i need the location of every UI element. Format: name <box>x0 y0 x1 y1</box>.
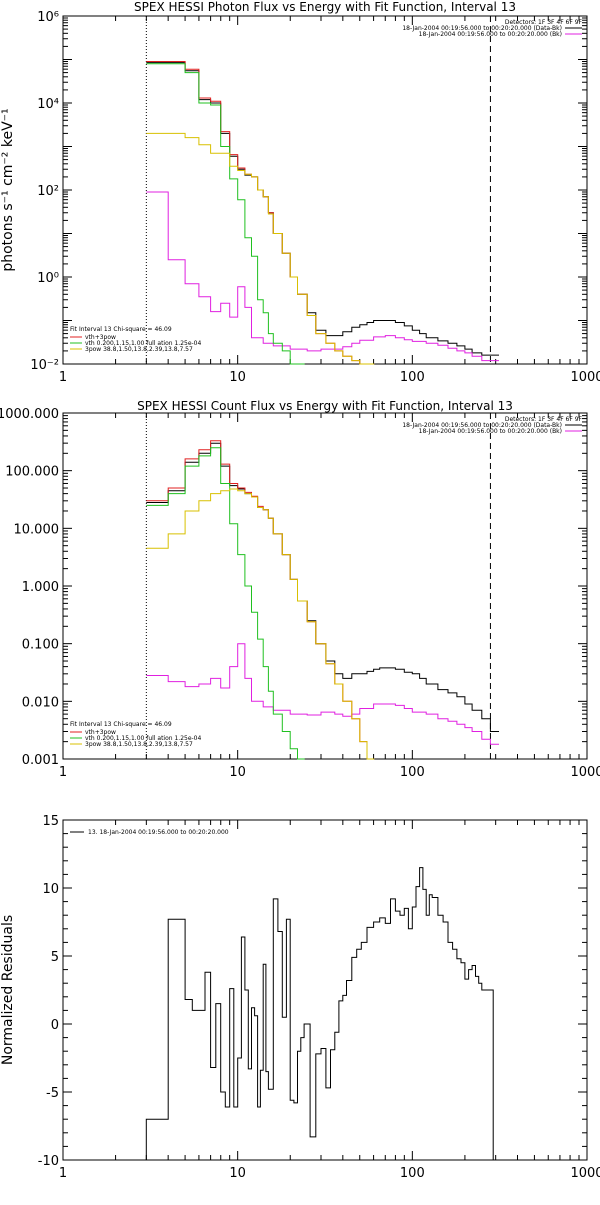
y-tick-label: 0.010 <box>22 695 59 710</box>
x-tick-label: 1000 <box>570 765 600 780</box>
legend-fit-entry: vth 0.200,1.15,1.00 full ation 1.25e-04 <box>85 340 201 347</box>
series-line-vth <box>146 63 305 365</box>
legend-fit-header: Fit Interval 13 Chi-square = 46.09 <box>70 326 172 333</box>
x-tick-label: 1000 <box>570 1166 600 1181</box>
legend-top-entry: Detectors: 1F 3F 4F 6F 9F <box>505 416 583 423</box>
plot-frame <box>62 15 588 365</box>
y-tick-label: 1.000 <box>22 580 59 595</box>
legend-fit-entry: 3pow 38.8,1.50,13.8,2.39,13.8,7.57 <box>85 741 193 748</box>
y-tick-label: 10⁰ <box>37 271 59 286</box>
chart-panel-1: 1 10 100 1000 10⁻² 10⁰ 10² 10⁴ 10⁶ SPEX HESSI Pho… <box>0 0 600 385</box>
series-line-3pow <box>146 488 375 760</box>
y-axis-label: Normalized Residuals <box>0 915 16 1065</box>
y-tick-label: 10.000 <box>14 522 60 537</box>
x-tick-label: 1 <box>59 370 67 385</box>
chart-title: SPEX HESSI Count Flux vs Energy with Fit… <box>137 399 513 413</box>
series-line-vth-3pow <box>146 440 375 760</box>
legend-fit-entry: vth+3pow <box>85 729 116 736</box>
x-tick-label: 1 <box>59 1166 67 1181</box>
x-tick-label: 10 <box>229 765 246 780</box>
y-tick-label: 5 <box>51 950 59 965</box>
series-line-vth-3pow <box>146 61 375 365</box>
x-tick-label: 100 <box>400 765 425 780</box>
series-line-bk <box>146 191 499 362</box>
y-tick-label: 0 <box>51 1018 59 1033</box>
y-tick-label: 10 <box>42 882 59 897</box>
y-axis-label: photons s⁻¹ cm⁻² keV⁻¹ <box>0 108 16 271</box>
series-line-data-bk <box>146 442 499 732</box>
plot-frame <box>62 819 588 1161</box>
series-line-data-bk <box>146 62 499 356</box>
y-tick-label: 10² <box>37 184 59 199</box>
legend-top-entry: 18-Jan-2004 00:19:56.000 to 00:20:20.000… <box>402 422 562 429</box>
x-tick-label: 10 <box>229 1166 246 1181</box>
legend-top-entry: 18-Jan-2004 00:19:56.000 to 00:20:20.000… <box>419 428 562 435</box>
legend-top-entry: 18-Jan-2004 00:19:56.000 to 00:20:20.000… <box>402 25 562 32</box>
y-tick-label: 0.001 <box>22 753 59 768</box>
legend-entry: 13. 18-Jan-2004 00:19:56.000 to 00:20:20… <box>88 829 229 836</box>
y-tick-label: 10⁻² <box>30 358 59 373</box>
series-line-13-18-jan-2004-00-19-56-000-to-00-20-20-000 <box>145 867 494 1160</box>
y-tick-label: -5 <box>46 1086 59 1101</box>
legend-fit-entry: 3pow 38.8,1.50,13.8,2.39,13.8,7.57 <box>85 346 193 353</box>
plot-frame <box>62 412 588 760</box>
chart-panel-2: 1 10 100 1000 0.001 0.010 0.100 1.000 10.000 100.… <box>0 399 600 780</box>
legend-top-entry: 18-Jan-2004 00:19:56.000 to 00:20:20.000… <box>419 31 562 38</box>
x-tick-label: 100 <box>400 370 425 385</box>
series-line-bk <box>146 643 499 745</box>
x-tick-label: 1 <box>59 765 67 780</box>
y-tick-label: 0.100 <box>22 638 59 653</box>
legend-fit-entry: vth 0.200,1.15,1.00 full ation 1.25e-04 <box>85 735 201 742</box>
x-tick-label: 1000 <box>570 370 600 385</box>
y-tick-label: 100.000 <box>5 465 59 480</box>
series-line-3pow <box>146 132 375 365</box>
chart-panel-3: 1 10 100 1000 -10 -5 0 5 10 15 Normalized Residual… <box>0 814 600 1181</box>
y-tick-label: 10⁶ <box>37 10 59 25</box>
y-tick-label: 15 <box>42 814 59 829</box>
series-line-vth <box>146 447 305 760</box>
x-tick-label: 100 <box>400 1166 425 1181</box>
legend-top-entry: Detectors: 1F 3F 4F 6F 9F <box>505 19 583 26</box>
chart-title: SPEX HESSI Photon Flux vs Energy with Fi… <box>134 0 516 14</box>
y-tick-label: 10⁴ <box>37 97 59 112</box>
x-tick-label: 10 <box>229 370 246 385</box>
legend-fit-entry: vth+3pow <box>85 334 116 341</box>
y-tick-label: 1000.000 <box>0 407 59 422</box>
legend-fit-header: Fit Interval 13 Chi-square = 46.09 <box>70 721 172 728</box>
y-tick-label: -10 <box>38 1154 59 1169</box>
